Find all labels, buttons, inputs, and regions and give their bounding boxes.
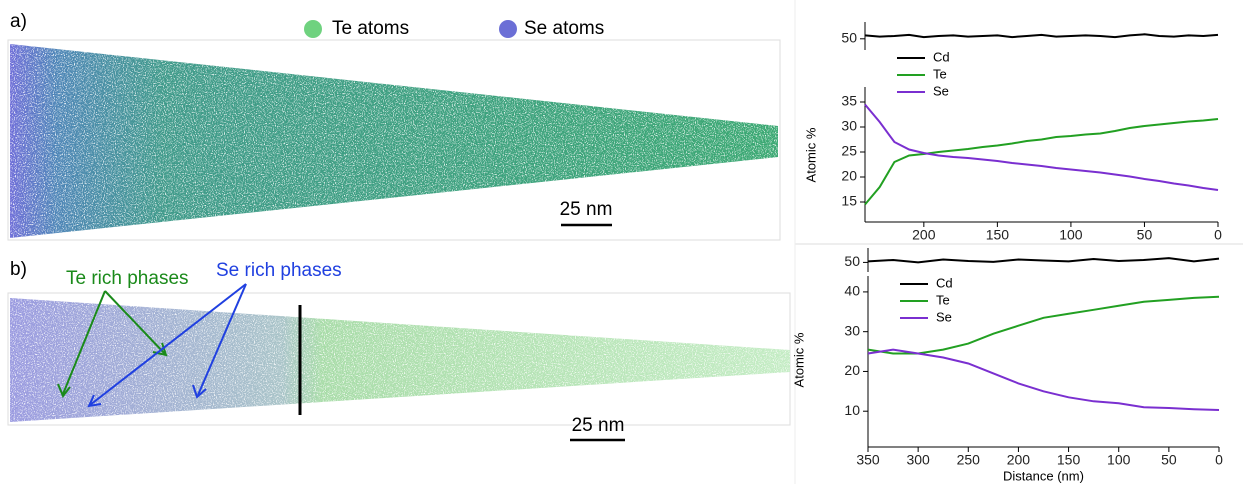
y-axis-label: Atomic % [803, 127, 818, 182]
y2-tick-label: 50 [841, 30, 857, 46]
x-tick-label: 50 [1137, 227, 1153, 243]
annotation: Te rich phases [66, 268, 189, 289]
series-line [864, 118, 1219, 206]
y-tick-label: 35 [841, 93, 857, 109]
y2-tick-label: 50 [844, 253, 860, 269]
y-tick-label: 20 [841, 168, 857, 184]
series-line [864, 33, 1219, 39]
x-tick-label: 200 [912, 227, 936, 243]
x-tick-label: 0 [1214, 227, 1222, 243]
x-axis-label: Distance (nm) [1003, 468, 1084, 483]
y-tick-label: 30 [844, 322, 860, 338]
scale-text: 25 nm [572, 415, 625, 436]
arrows-se [87, 283, 247, 408]
legend-text: Se atoms [524, 18, 604, 39]
legend-text: Cd [933, 49, 950, 64]
y-axis-label: Atomic % [791, 332, 806, 387]
y-tick-label: 25 [841, 143, 857, 159]
y-tick-label: 40 [844, 283, 860, 299]
x-tick-label: 250 [957, 452, 981, 468]
frame [7, 39, 781, 241]
legend-text: Se [933, 83, 949, 98]
panel-label: a) [10, 11, 27, 32]
legend-text: Cd [936, 275, 953, 290]
y-tick-label: 15 [841, 193, 857, 209]
y-tick-label: 10 [844, 402, 860, 418]
panel-label: b) [10, 259, 27, 280]
atom-texture [10, 44, 778, 238]
x-tick-label: 350 [856, 452, 880, 468]
legend-text: Te [936, 292, 950, 307]
x-tick-label: 50 [1161, 452, 1177, 468]
annotation: Se rich phases [216, 260, 342, 281]
series-line [864, 103, 1219, 191]
x-tick-label: 300 [906, 452, 930, 468]
legend-text: Te [933, 66, 947, 81]
x-tick-label: 100 [1059, 227, 1083, 243]
series-line [867, 295, 1220, 355]
y-tick-label: 20 [844, 362, 860, 378]
legend-text: Se [936, 309, 952, 324]
x-tick-label: 0 [1215, 452, 1223, 468]
x-tick-label: 100 [1107, 452, 1131, 468]
x-tick-label: 200 [1007, 452, 1031, 468]
scale-text: 25 nm [560, 199, 613, 220]
legend-dot [304, 20, 322, 38]
series-line [867, 348, 1220, 411]
atom-texture [10, 298, 790, 422]
legend-text: Te atoms [332, 18, 409, 39]
x-tick-label: 150 [986, 227, 1010, 243]
x-tick-label: 150 [1057, 452, 1081, 468]
series-line [867, 257, 1220, 264]
y-tick-label: 30 [841, 118, 857, 134]
legend-dot [499, 20, 517, 38]
